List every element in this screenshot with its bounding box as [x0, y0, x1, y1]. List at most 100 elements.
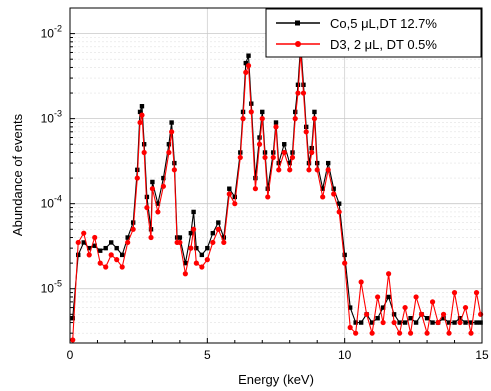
- data-point-1: [227, 186, 232, 191]
- data-point-2: [86, 252, 92, 258]
- data-point-1: [474, 320, 479, 325]
- data-point-2: [114, 257, 120, 263]
- data-point-1: [169, 120, 174, 125]
- data-point-1: [260, 109, 265, 115]
- data-point-2: [149, 186, 155, 192]
- data-point-1: [150, 179, 155, 185]
- data-point-1: [397, 320, 402, 325]
- data-point-2: [429, 299, 436, 305]
- x-tick-label: 5: [204, 348, 211, 362]
- x-tick-label: 10: [338, 348, 352, 362]
- data-point-2: [300, 90, 307, 96]
- data-point-1: [375, 316, 380, 321]
- data-point-2: [386, 271, 392, 277]
- data-point-2: [245, 63, 252, 69]
- legend-marker: [295, 41, 301, 47]
- data-point-2: [468, 330, 474, 336]
- data-point-1: [243, 60, 248, 66]
- data-point-2: [108, 252, 114, 258]
- data-point-2: [306, 167, 312, 173]
- data-point-1: [478, 320, 483, 325]
- data-point-2: [177, 239, 183, 246]
- data-point-1: [109, 240, 114, 245]
- data-point-1: [413, 320, 419, 325]
- data-point-1: [369, 320, 375, 325]
- data-point-2: [353, 330, 359, 336]
- data-point-2: [309, 149, 315, 156]
- data-point-1: [188, 230, 194, 236]
- data-point-2: [435, 319, 441, 326]
- data-point-1: [161, 175, 166, 181]
- y-tick-label: 10-4: [41, 194, 62, 211]
- data-point-2: [287, 167, 293, 173]
- data-point-2: [155, 209, 161, 215]
- data-point-1: [463, 320, 468, 325]
- data-point-2: [276, 167, 282, 173]
- data-point-2: [289, 154, 296, 161]
- data-point-1: [194, 245, 199, 251]
- data-point-2: [369, 330, 375, 336]
- data-point-2: [413, 294, 419, 300]
- data-point-1: [468, 320, 474, 325]
- data-point-2: [160, 183, 166, 189]
- data-point-2: [364, 311, 370, 317]
- data-point-2: [451, 290, 458, 296]
- data-point-2: [226, 191, 232, 197]
- data-point-2: [169, 129, 175, 135]
- legend-label: Co,5 μL,DT 12.7%: [330, 16, 437, 31]
- data-point-1: [430, 320, 435, 325]
- data-point-1: [155, 201, 161, 206]
- data-point-1: [325, 160, 331, 166]
- data-point-1: [130, 220, 136, 225]
- data-point-1: [287, 160, 292, 166]
- data-point-2: [440, 311, 447, 317]
- legend-marker: [295, 20, 300, 26]
- data-point-2: [188, 245, 194, 251]
- data-point-2: [347, 324, 353, 331]
- data-point-2: [270, 154, 276, 161]
- data-point-2: [424, 330, 430, 336]
- data-point-1: [70, 316, 75, 321]
- data-point-1: [342, 252, 347, 258]
- x-axis-title: Energy (keV): [238, 372, 314, 387]
- data-point-1: [199, 252, 205, 258]
- data-point-2: [418, 311, 425, 317]
- data-point-2: [221, 239, 227, 246]
- data-point-2: [144, 204, 150, 211]
- data-point-1: [205, 245, 210, 251]
- data-point-1: [273, 120, 279, 125]
- data-point-1: [210, 230, 216, 236]
- data-point-2: [215, 226, 221, 232]
- x-tick-label: 0: [67, 348, 74, 362]
- data-point-1: [139, 104, 145, 109]
- data-point-2: [358, 279, 364, 285]
- data-point-2: [210, 239, 216, 246]
- data-point-2: [292, 116, 298, 122]
- data-point-1: [191, 209, 196, 215]
- series-line-1: [72, 44, 481, 324]
- data-point-1: [353, 320, 358, 325]
- data-point-2: [237, 154, 243, 161]
- data-point-2: [375, 294, 381, 300]
- data-point-2: [462, 304, 469, 311]
- data-point-1: [98, 248, 103, 253]
- data-point-1: [358, 320, 364, 325]
- data-point-2: [311, 116, 318, 122]
- data-point-1: [183, 260, 188, 266]
- data-point-1: [257, 135, 262, 140]
- data-point-1: [386, 294, 391, 300]
- data-point-1: [452, 320, 457, 325]
- data-point-2: [171, 167, 177, 173]
- data-point-2: [295, 90, 301, 96]
- data-point-2: [248, 109, 254, 115]
- data-point-2: [166, 149, 172, 156]
- data-point-2: [119, 264, 125, 270]
- data-point-1: [81, 240, 86, 245]
- data-point-2: [303, 129, 309, 135]
- data-point-2: [314, 167, 320, 173]
- data-point-1: [166, 142, 172, 147]
- data-point-2: [193, 260, 199, 266]
- data-point-2: [204, 257, 210, 263]
- y-tick-label: 10-5: [41, 279, 62, 296]
